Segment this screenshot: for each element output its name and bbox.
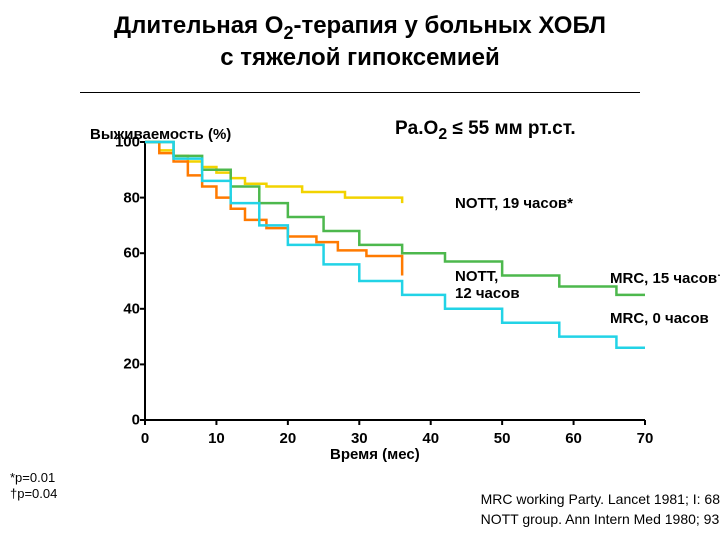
y-tick: 80 (100, 189, 140, 206)
x-tick: 40 (416, 430, 446, 447)
x-tick: 50 (487, 430, 517, 447)
y-tick: 40 (100, 300, 140, 317)
y-tick: 60 (100, 245, 140, 262)
x-tick: 10 (201, 430, 231, 447)
series-label: MRC, 0 часов (610, 310, 709, 327)
footnote-1: *p=0.01 (10, 470, 57, 486)
survival-chart: 020406080100010203040506070NOTT, 19 часо… (60, 130, 660, 430)
series-label: MRC, 15 часов† (610, 270, 720, 287)
y-tick: 20 (100, 356, 140, 373)
footnotes: *p=0.01 †p=0.04 (10, 470, 57, 501)
y-tick: 100 (100, 134, 140, 151)
chart-svg (60, 130, 660, 430)
title-rule (80, 92, 640, 93)
y-tick: 0 (100, 412, 140, 429)
x-tick: 30 (344, 430, 374, 447)
x-axis-title: Время (мес) (330, 446, 420, 463)
x-tick: 70 (630, 430, 660, 447)
reference-1: MRC working Party. Lancet 1981; I: 68 (481, 490, 720, 510)
x-tick: 0 (130, 430, 160, 447)
references: MRC working Party. Lancet 1981; I: 68 NO… (481, 490, 720, 529)
series-label: NOTT, 19 часов* (455, 195, 573, 212)
footnote-2: †p=0.04 (10, 486, 57, 502)
x-tick: 60 (559, 430, 589, 447)
slide-title: Длительная О2-терапия у больных ХОБЛс тя… (0, 12, 720, 73)
x-tick: 20 (273, 430, 303, 447)
series-label: NOTT,12 часов (455, 268, 520, 302)
reference-2: NOTT group. Ann Intern Med 1980; 93 (481, 510, 720, 530)
